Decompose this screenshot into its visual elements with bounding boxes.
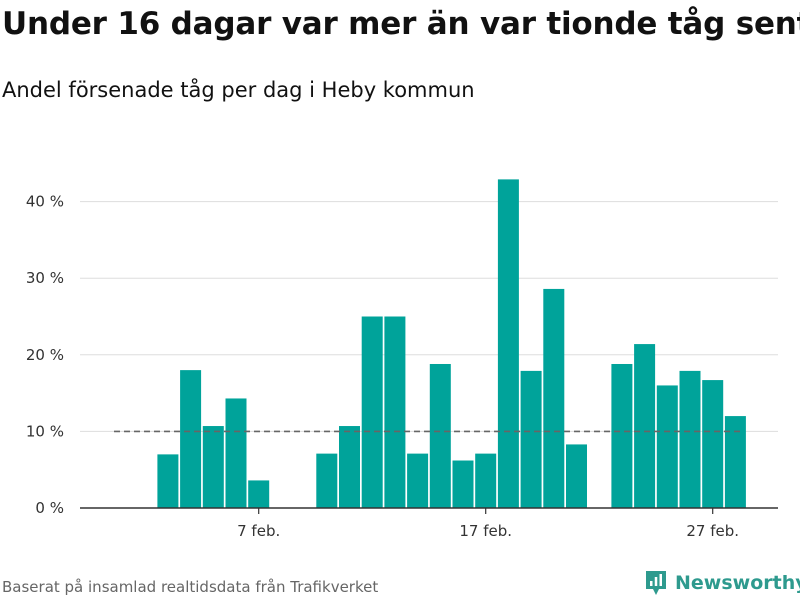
bar — [679, 370, 701, 508]
bar — [497, 179, 519, 509]
bar — [702, 380, 724, 508]
bar — [475, 453, 497, 508]
bar — [225, 398, 247, 508]
bar — [520, 370, 542, 508]
newsworthy-logo[interactable]: Newsworthy — [644, 569, 800, 597]
x-tick-label: 27 feb. — [686, 522, 739, 540]
bar — [384, 316, 406, 508]
x-tick-label: 17 feb. — [459, 522, 512, 540]
source-note: Baserat på insamlad realtidsdata från Tr… — [2, 578, 379, 596]
bar — [339, 426, 360, 508]
y-tick-label: 40 % — [26, 193, 64, 211]
bar — [407, 453, 429, 508]
y-tick-label: 30 % — [26, 269, 64, 287]
bar — [724, 416, 746, 508]
x-tick-label: 7 feb. — [237, 522, 280, 540]
bar — [656, 385, 678, 508]
bar — [634, 344, 656, 508]
bars — [157, 179, 746, 509]
brand-name: Newsworthy — [675, 572, 800, 594]
bar — [429, 363, 451, 508]
bar — [157, 454, 179, 508]
bar — [180, 370, 202, 508]
chart-title: Under 16 dagar var mer än var tionde tåg… — [2, 6, 800, 42]
y-tick-label: 10 % — [26, 422, 64, 440]
newsworthy-logo-icon — [646, 571, 666, 595]
bar — [361, 316, 383, 508]
bar — [316, 453, 338, 508]
bar — [202, 426, 224, 508]
y-tick-label: 0 % — [35, 499, 64, 517]
bar — [452, 460, 474, 508]
chart-subtitle: Andel försenade tåg per dag i Heby kommu… — [2, 78, 475, 102]
bar — [611, 363, 633, 508]
bar — [248, 480, 270, 508]
bar — [543, 288, 565, 508]
x-axis-tick-labels: 7 feb. 17 feb. 27 feb. — [237, 508, 739, 540]
y-tick-label: 20 % — [26, 346, 64, 364]
bar — [566, 444, 587, 508]
y-axis-tick-labels: 0 % 10 % 20 % 30 % 40 % — [26, 193, 64, 517]
